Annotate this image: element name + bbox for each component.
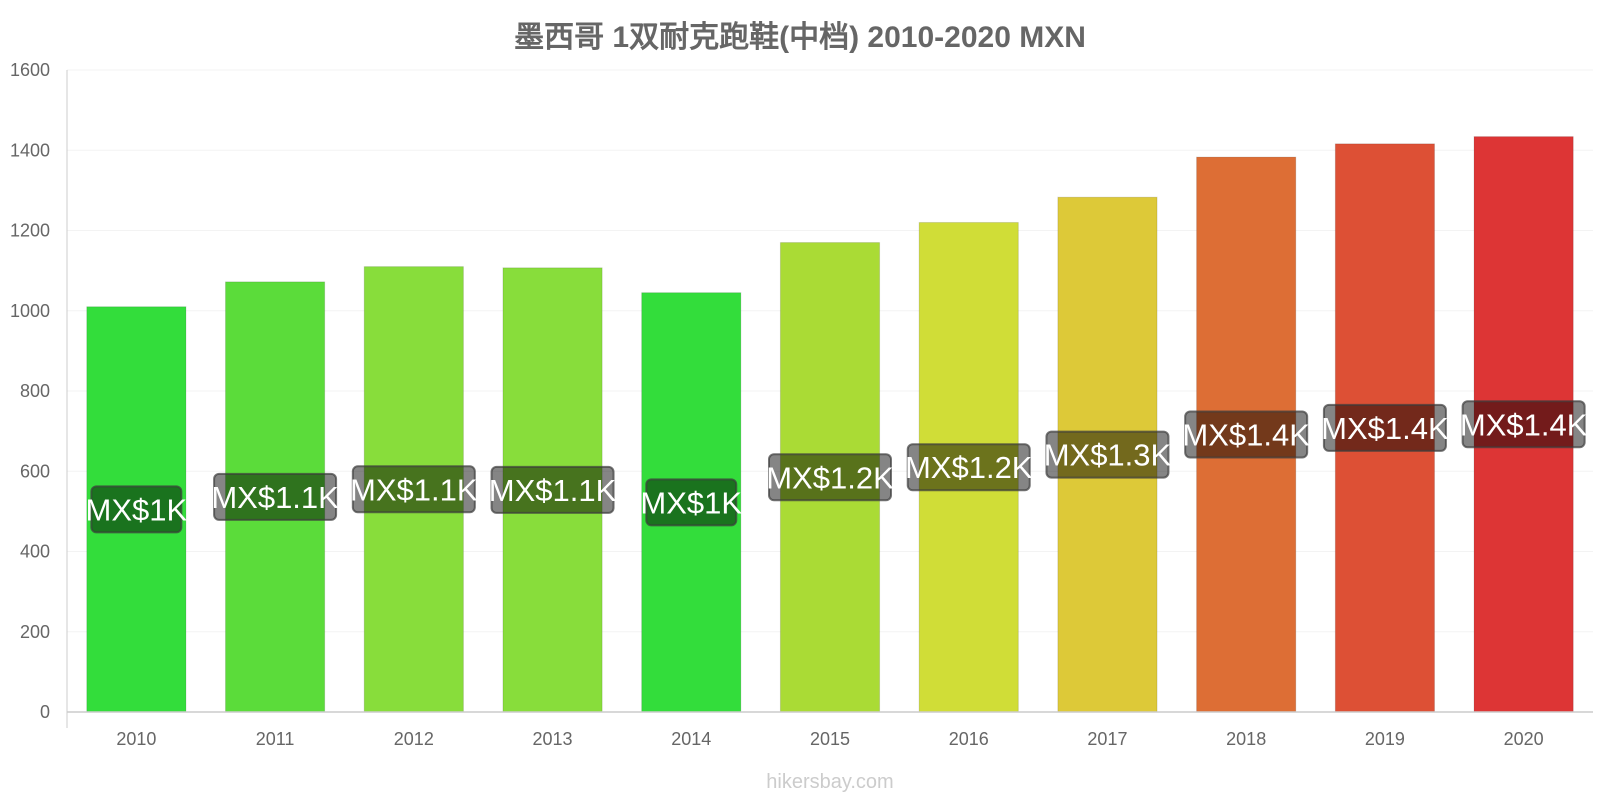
data-label-box xyxy=(645,478,738,527)
bar-2015 xyxy=(779,242,881,713)
x-tick-label: 2020 xyxy=(1504,729,1544,749)
x-tick-label: 2013 xyxy=(533,729,573,749)
data-label-box xyxy=(1045,430,1170,479)
data-label-box xyxy=(1461,400,1586,449)
data-labels: MX$1K MX$1.1K MX$1.1K MX$1.1K MX$1K MX$1.2K MX… xyxy=(86,400,1588,534)
data-label-2019: MX$1.4K xyxy=(1321,411,1449,446)
y-axis: 0 200 400 600 800 1000 1200 1400 1600 xyxy=(10,60,68,728)
x-tick-label: 2015 xyxy=(810,729,850,749)
y-tick-label: 1400 xyxy=(10,140,50,160)
data-label-box xyxy=(1184,410,1309,459)
data-label-2017: MX$1.3K xyxy=(1044,438,1172,473)
x-tick-label: 2018 xyxy=(1226,729,1266,749)
data-label-box xyxy=(768,453,892,502)
x-tick-label: 2017 xyxy=(1087,729,1127,749)
x-tick-label: 2019 xyxy=(1365,729,1405,749)
data-label-box xyxy=(213,472,338,521)
y-tick-label: 0 xyxy=(40,702,50,722)
x-tick-label: 2016 xyxy=(949,729,989,749)
bar-2016 xyxy=(918,221,1019,713)
y-tick-label: 800 xyxy=(20,381,50,401)
bar-2018 xyxy=(1196,156,1297,713)
data-label-2010: MX$1K xyxy=(86,492,188,527)
y-tick-label: 600 xyxy=(20,461,50,481)
y-tick-label: 200 xyxy=(20,622,50,642)
x-tick-label: 2012 xyxy=(394,729,434,749)
y-tick-label: 1000 xyxy=(10,301,50,321)
x-tick-label: 2011 xyxy=(256,729,295,749)
bar-2017 xyxy=(1057,196,1158,713)
y-tick-label: 1600 xyxy=(10,60,50,80)
y-tick-label: 1200 xyxy=(10,221,50,241)
data-label-box xyxy=(1322,403,1447,452)
data-label-2012: MX$1.1K xyxy=(350,472,478,507)
data-label-2016: MX$1.2K xyxy=(905,450,1033,485)
data-label-box xyxy=(906,443,1031,492)
data-label-2013: MX$1.1K xyxy=(489,473,617,508)
bar-2010 xyxy=(86,306,187,713)
data-label-box xyxy=(351,465,476,514)
source-footer: hikersbay.com xyxy=(766,771,893,793)
bar-2019 xyxy=(1334,143,1436,713)
data-label-2018: MX$1.4K xyxy=(1182,418,1310,453)
x-tick-label: 2014 xyxy=(671,729,711,749)
bars xyxy=(86,136,1574,713)
data-label-box xyxy=(90,485,183,534)
bar-2020 xyxy=(1473,136,1574,713)
data-label-2020: MX$1.4K xyxy=(1460,407,1588,442)
chart-title: 墨西哥 1双耐克跑鞋(中档) 2010-2020 MXN xyxy=(514,21,1086,54)
x-axis: 2010 2011 2012 2013 2014 2015 2016 2017 2018 2019… xyxy=(67,711,1593,749)
data-label-box xyxy=(490,465,615,514)
data-label-2015: MX$1.2K xyxy=(766,460,894,495)
data-label-2014: MX$1K xyxy=(640,485,742,520)
y-tick-label: 400 xyxy=(20,542,50,562)
x-tick-label: 2010 xyxy=(116,729,156,749)
data-label-2011: MX$1.1K xyxy=(211,480,339,515)
